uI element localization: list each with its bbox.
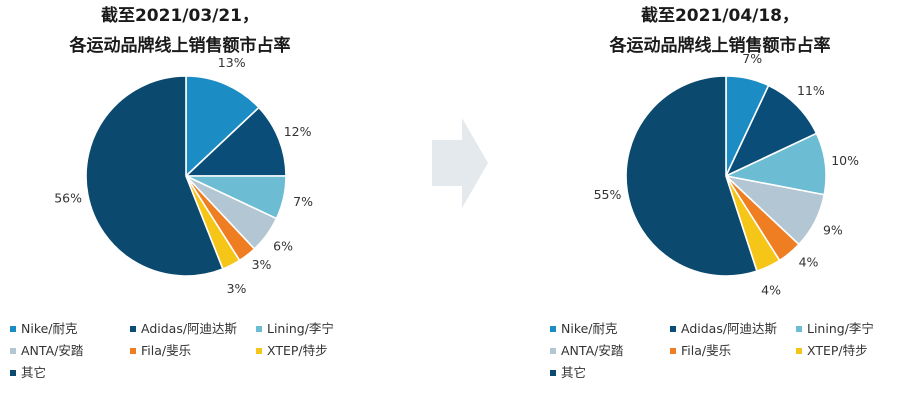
legend-item: Nike/耐克 xyxy=(550,318,618,340)
legend-swatch xyxy=(130,325,136,332)
pie-slice-- xyxy=(85,75,224,277)
legend-item: Nike/耐克 xyxy=(10,318,78,340)
data-label: 12% xyxy=(284,124,312,139)
pie-chart: 7% 11% 10% 9% 4% 4% 55% xyxy=(594,51,860,298)
data-label: 11% xyxy=(797,83,825,98)
legend-swatch xyxy=(796,325,802,332)
legend-label: Adidas/阿迪达斯 xyxy=(681,321,778,336)
arrow-right-icon xyxy=(432,118,488,208)
legend-item: ANTA/安踏 xyxy=(10,340,83,362)
chart-panel-right: 截至2021/04/18， 各运动品牌线上销售额市占率 7% 11% 10% 9% 4%… xyxy=(540,0,897,407)
legend-item: XTEP/特步 xyxy=(796,340,868,362)
legend-swatch xyxy=(796,347,802,354)
legend-item: ANTA/安踏 xyxy=(550,340,623,362)
data-label: 3% xyxy=(252,257,272,272)
data-label: 7% xyxy=(293,194,313,209)
legend-swatch xyxy=(10,325,16,332)
data-label: 7% xyxy=(742,51,762,66)
data-label: 56% xyxy=(54,191,82,206)
legend-swatch xyxy=(670,347,676,354)
legend-swatch xyxy=(256,325,262,332)
pie-slice-nike xyxy=(185,75,261,178)
pie-chart: 13%12%7%6%3%3%56% xyxy=(54,55,313,296)
legend-label: Fila/斐乐 xyxy=(681,343,732,358)
data-label: 55% xyxy=(594,187,622,202)
legend-label: Lining/李宁 xyxy=(267,321,334,336)
legend-label: Nike/耐克 xyxy=(21,321,78,336)
legend-label: XTEP/特步 xyxy=(267,343,328,358)
data-label: 9% xyxy=(823,223,843,238)
chart-title-line-2: 各运动品牌线上销售额市占率 xyxy=(609,36,831,56)
legend-swatch xyxy=(130,347,136,354)
legend-label: Adidas/阿迪达斯 xyxy=(141,321,238,336)
legend-item: Fila/斐乐 xyxy=(670,340,731,362)
data-label: 3% xyxy=(227,281,247,296)
legend-item: Adidas/阿迪达斯 xyxy=(130,318,237,340)
legend-label: XTEP/特步 xyxy=(807,343,868,358)
legend-item: 其它 xyxy=(10,362,46,384)
legend-swatch xyxy=(550,347,556,354)
legend-item: Lining/李宁 xyxy=(256,318,334,340)
chart-title-line-1: 截至2021/04/18， xyxy=(640,6,800,26)
legend-swatch xyxy=(10,369,16,376)
data-label: 4% xyxy=(761,283,781,298)
legend-label: Lining/李宁 xyxy=(807,321,874,336)
data-label: 4% xyxy=(799,255,819,270)
legend-swatch xyxy=(256,347,262,354)
chart-title-line-2: 各运动品牌线上销售额市占率 xyxy=(69,36,291,56)
legend-swatch xyxy=(550,325,556,332)
legend-item: XTEP/特步 xyxy=(256,340,328,362)
legend-swatch xyxy=(670,325,676,332)
pie-slice-adidas xyxy=(183,106,287,177)
legend-swatch xyxy=(10,347,16,354)
legend-label: 其它 xyxy=(561,365,587,380)
legend-item: Lining/李宁 xyxy=(796,318,874,340)
legend-label: ANTA/安踏 xyxy=(21,343,84,358)
pie-slice-adidas xyxy=(724,84,818,178)
legend-label: Fila/斐乐 xyxy=(141,343,192,358)
data-label: 6% xyxy=(273,239,293,254)
data-label: 10% xyxy=(831,153,859,168)
legend-label: ANTA/安踏 xyxy=(561,343,624,358)
legend-label: 其它 xyxy=(21,365,47,380)
legend-label: Nike/耐克 xyxy=(561,321,618,336)
legend-item: Adidas/阿迪达斯 xyxy=(670,318,777,340)
legend-item: Fila/斐乐 xyxy=(130,340,191,362)
legend-swatch xyxy=(550,369,556,376)
chart-title-line-1: 截至2021/03/21， xyxy=(100,6,260,26)
chart-panel-left: 截至2021/03/21， 各运动品牌线上销售额市占率 13% 12% 7% 6% 3%… xyxy=(0,0,360,407)
legend-item: 其它 xyxy=(550,362,586,384)
pie-slice-- xyxy=(625,75,758,277)
data-label: 13% xyxy=(218,55,246,70)
